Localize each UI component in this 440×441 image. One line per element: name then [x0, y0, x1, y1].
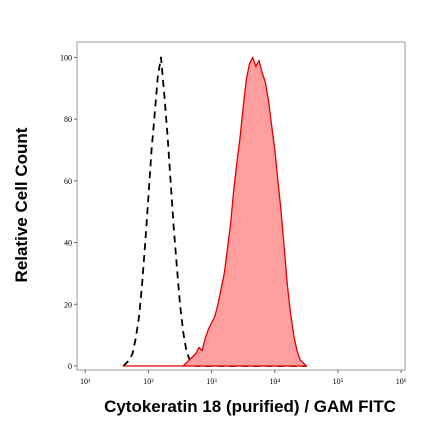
x-tick-label: 10³ [206, 377, 217, 386]
y-tick-label: 0 [68, 362, 72, 371]
x-axis-label: Cytokeratin 18 (purified) / GAM FITC [104, 397, 396, 416]
control-histogram [122, 56, 307, 367]
x-tick-label: 10¹ [80, 377, 91, 386]
y-axis-label: Relative Cell Count [12, 127, 31, 282]
y-tick-label: 60 [64, 177, 72, 186]
y-tick-label: 40 [64, 239, 72, 248]
y-tick-label: 80 [64, 115, 72, 124]
plot-frame [76, 41, 406, 371]
y-tick-label: 100 [60, 53, 72, 62]
x-tick-label: 10² [143, 377, 154, 386]
x-tick-label: 10⁴ [269, 377, 280, 386]
x-tick-label: 10⁵ [333, 377, 344, 386]
x-tick-label: 10⁶ [396, 377, 407, 386]
filled-histogram [122, 56, 308, 367]
y-tick-label: 20 [64, 300, 72, 309]
